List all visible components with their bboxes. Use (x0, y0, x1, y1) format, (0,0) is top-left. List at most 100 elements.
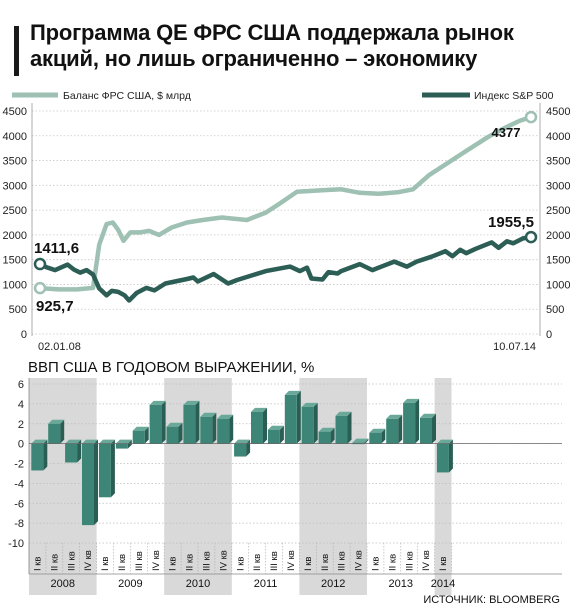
gdp-bar-front (200, 416, 213, 444)
quarter-label: IV кв (151, 550, 162, 571)
quarter-label: II кв (387, 554, 398, 571)
gdp-bar-side (195, 400, 200, 444)
gdp-bar-side (161, 400, 166, 444)
gdp-bar (132, 426, 149, 444)
quarter-label: IV кв (421, 550, 432, 571)
gdp-bar (267, 425, 284, 444)
gdp-bar-side (398, 414, 403, 444)
gdp-bar-side (43, 439, 48, 471)
y-tick-right: 4500 (546, 106, 570, 118)
gdp-bar (251, 407, 267, 444)
series-balance-line (37, 114, 534, 292)
gdp-y-tick: 6 (18, 379, 24, 391)
y-tick-right: 2500 (546, 205, 570, 217)
y-tick-left: 1500 (3, 255, 27, 267)
year-label: 2010 (186, 578, 210, 590)
legend-label-spx: Индекс S&P 500 (474, 90, 554, 102)
quarter-label: IV кв (354, 550, 365, 571)
gdp-bar (436, 439, 453, 473)
gdp-bar-top (98, 439, 115, 444)
marker-spx-start (33, 257, 47, 271)
y-tick-left: 0 (21, 329, 27, 341)
gdp-bar-top (166, 422, 183, 427)
gdp-bar-top (267, 425, 284, 430)
gdp-bar (183, 400, 200, 444)
gdp-bar-side (448, 439, 453, 473)
gdp-bar-side (60, 419, 65, 444)
gdp-bar-top (369, 428, 386, 433)
gdp-bar (318, 427, 335, 444)
year-label: 2014 (431, 578, 455, 590)
gdp-bar (386, 414, 403, 444)
quarter-label: III кв (66, 551, 77, 571)
quarter-label: IV кв (218, 550, 229, 571)
gdp-bar-side (127, 439, 132, 449)
quarter-label: III кв (269, 551, 280, 571)
quarter-label: II кв (252, 554, 263, 571)
quarter-label: III кв (134, 551, 145, 571)
gdp-bar-side (296, 390, 301, 444)
gdp-bar-front (251, 411, 263, 444)
gdp-bar-top (251, 407, 267, 412)
quarter-label: III кв (201, 551, 212, 571)
quarter-label: I кв (32, 557, 43, 571)
gdp-bar-side (364, 438, 369, 445)
gdp-bar-top (284, 390, 301, 395)
gdp-bar-front (420, 417, 432, 444)
y-tick-right: 1000 (546, 279, 570, 291)
quarter-label: IV кв (286, 550, 297, 571)
y-tick-right: 500 (546, 304, 564, 316)
marker-spx-end (524, 230, 538, 244)
gdp-bar (65, 439, 82, 463)
gdp-bar-front (301, 406, 314, 444)
quarter-label: I кв (168, 557, 179, 571)
gdp-bar-front (267, 429, 280, 444)
year-label: 2013 (389, 578, 413, 590)
gdp-bar (335, 411, 352, 444)
gdp-y-tick: 4 (18, 399, 24, 411)
y-tick-right: 2000 (546, 230, 570, 242)
label-spx-start: 1411,6 (34, 240, 79, 257)
gdp-bar (403, 398, 420, 444)
gdp-bar-top (420, 413, 436, 418)
chart-title: Программа QE ФРС США поддержала рынок ак… (30, 20, 514, 71)
gdp-bar-front (183, 404, 196, 444)
y-tick-left: 2000 (3, 230, 27, 242)
year-band (434, 378, 452, 595)
gdp-bar-top (65, 439, 82, 444)
x-end-label: 10.07.14 (493, 341, 536, 353)
gdp-bar-top (200, 412, 217, 417)
gdp-bar-front (318, 431, 331, 444)
y-tick-left: 3000 (3, 180, 27, 192)
year-label: 2009 (118, 578, 142, 590)
y-tick-left: 4500 (3, 106, 27, 118)
gdp-bar-front (369, 432, 382, 444)
gdp-bar (31, 439, 48, 471)
quarter-label: II кв (185, 554, 196, 571)
label-balance-end: 4377 (492, 125, 521, 140)
gdp-bar-top (149, 400, 166, 405)
gdp-y-tick: -10 (8, 538, 24, 550)
gdp-bar-top (31, 439, 48, 444)
y-tick-left: 4000 (3, 131, 27, 143)
gdp-bar (48, 419, 65, 444)
gdp-bar-side (178, 422, 183, 444)
gdp-bar-front (98, 443, 111, 498)
x-start-label: 02.01.08 (38, 341, 81, 353)
gdp-bar-front (403, 402, 416, 444)
quarter-label: IV кв (83, 550, 94, 571)
gdp-bar-top (403, 398, 420, 403)
gdp-y-tick: -4 (14, 478, 24, 490)
y-tick-left: 1000 (3, 279, 27, 291)
gdp-bar-chart: ВВП США В ГОДОВОМ ВЫРАЖЕНИИ, %2008 2009 20… (8, 359, 562, 595)
gdp-y-tick: -8 (14, 518, 24, 530)
gdp-y-tick: 0 (18, 439, 24, 451)
gdp-bar (217, 414, 234, 444)
y-tick-left: 2500 (3, 205, 27, 217)
gdp-bar (200, 412, 217, 444)
gdp-bar-front (217, 418, 230, 444)
gdp-bar-top (234, 439, 251, 444)
gdp-bar-front (386, 418, 399, 444)
